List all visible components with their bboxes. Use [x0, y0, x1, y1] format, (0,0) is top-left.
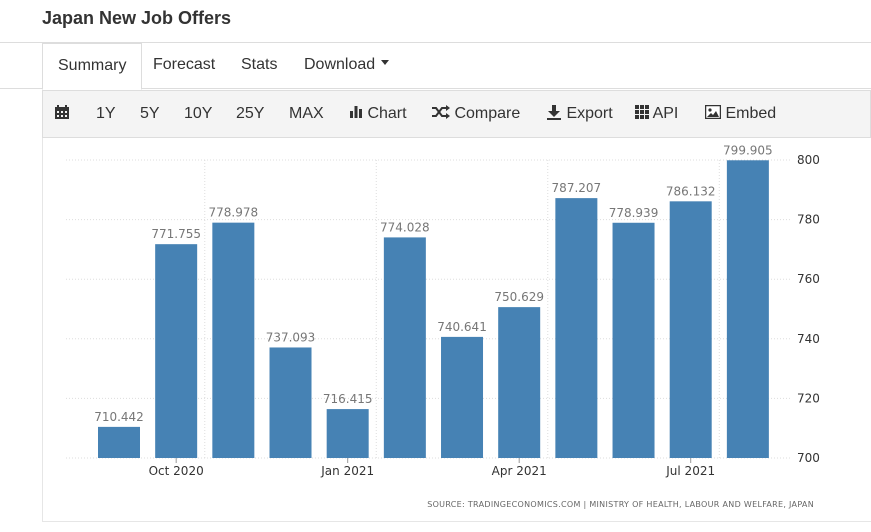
title-divider	[0, 42, 871, 43]
bar	[155, 244, 198, 458]
y-tick-label: 760	[797, 272, 820, 286]
bar	[326, 409, 369, 458]
bar	[269, 347, 312, 458]
y-tick-label: 800	[797, 153, 820, 167]
bar-chart: 700 720 740 760 780 800 710.442 771.755 778.978 7…	[66, 143, 820, 509]
range-5y-button[interactable]: 5Y	[140, 105, 160, 122]
bar-data-label: 737.093	[266, 330, 316, 344]
range-25y-button[interactable]: 25Y	[236, 105, 265, 122]
bar	[669, 201, 712, 458]
bar-chart-icon	[350, 105, 362, 118]
bar-data-label: 740.641	[437, 320, 487, 334]
bar-data-label: 787.207	[552, 181, 602, 195]
image-icon	[704, 104, 722, 120]
page-title: Japan New Job Offers	[42, 8, 232, 28]
chart-toolbar: 1Y 5Y 10Y 25Y MAX Chart Compare Export A…	[42, 90, 871, 138]
export-button[interactable]: Export	[546, 91, 613, 137]
tab-summary[interactable]: Summary	[42, 43, 143, 90]
bar	[726, 160, 769, 459]
embed-button-label: Embed	[725, 105, 777, 122]
range-max-button[interactable]: MAX	[289, 105, 324, 122]
bar	[212, 222, 255, 458]
bar	[555, 198, 598, 458]
api-button-label: API	[652, 105, 679, 122]
shuffle-icon	[432, 104, 450, 119]
bar-data-label: 750.629	[494, 290, 544, 304]
chart-frame	[42, 138, 871, 522]
bar-data-label: 799.905	[723, 143, 773, 157]
tab-stats[interactable]: Stats	[241, 43, 277, 89]
chart-source: SOURCE: TRADINGECONOMICS.COM | MINISTRY …	[427, 500, 814, 509]
tab-download[interactable]: Download	[304, 43, 390, 89]
chart-button[interactable]: Chart	[349, 91, 407, 137]
tab-stats-label: Stats	[241, 56, 278, 73]
calendar-icon[interactable]	[54, 91, 70, 137]
bar	[441, 336, 484, 458]
x-tick-label: Oct 2020	[149, 464, 204, 478]
compare-button-label: Compare	[454, 105, 521, 122]
tab-forecast[interactable]: Forecast	[153, 43, 215, 89]
tab-forecast-label: Forecast	[153, 56, 216, 73]
range-10y-button[interactable]: 10Y	[184, 105, 213, 122]
bar	[98, 426, 140, 458]
chart-button-label: Chart	[367, 105, 407, 122]
bar-data-label: 778.978	[209, 206, 259, 220]
x-tick-label: Jul 2021	[665, 464, 715, 478]
tab-download-label: Download	[304, 56, 376, 73]
y-tick-label: 740	[797, 332, 820, 346]
bar-data-label: 778.939	[609, 206, 659, 220]
bar	[383, 237, 426, 458]
bar-data-label: 710.442	[94, 410, 144, 424]
range-1y-button[interactable]: 1Y	[96, 105, 116, 122]
bar	[612, 222, 655, 458]
compare-button[interactable]: Compare	[431, 91, 520, 137]
api-button[interactable]: API	[635, 91, 678, 137]
bar-data-label: 716.415	[323, 392, 373, 406]
bar-data-label: 786.132	[666, 184, 716, 198]
bar-data-label: 774.028	[380, 220, 430, 234]
bar-data-label: 771.755	[151, 227, 201, 241]
tab-bar: Summary Forecast Stats Download	[0, 43, 871, 90]
embed-button[interactable]: Embed	[704, 91, 777, 137]
x-tick-label: Apr 2021	[492, 464, 547, 478]
y-tick-label: 780	[797, 213, 820, 227]
download-icon	[547, 104, 561, 120]
x-tick-label: Jan 2021	[320, 464, 374, 478]
y-tick-label: 720	[797, 391, 820, 405]
bar	[498, 307, 541, 458]
y-tick-label: 700	[797, 451, 820, 465]
export-button-label: Export	[566, 105, 613, 122]
tab-summary-label: Summary	[58, 57, 127, 74]
grid-icon	[635, 104, 649, 119]
chevron-down-icon	[381, 60, 390, 66]
